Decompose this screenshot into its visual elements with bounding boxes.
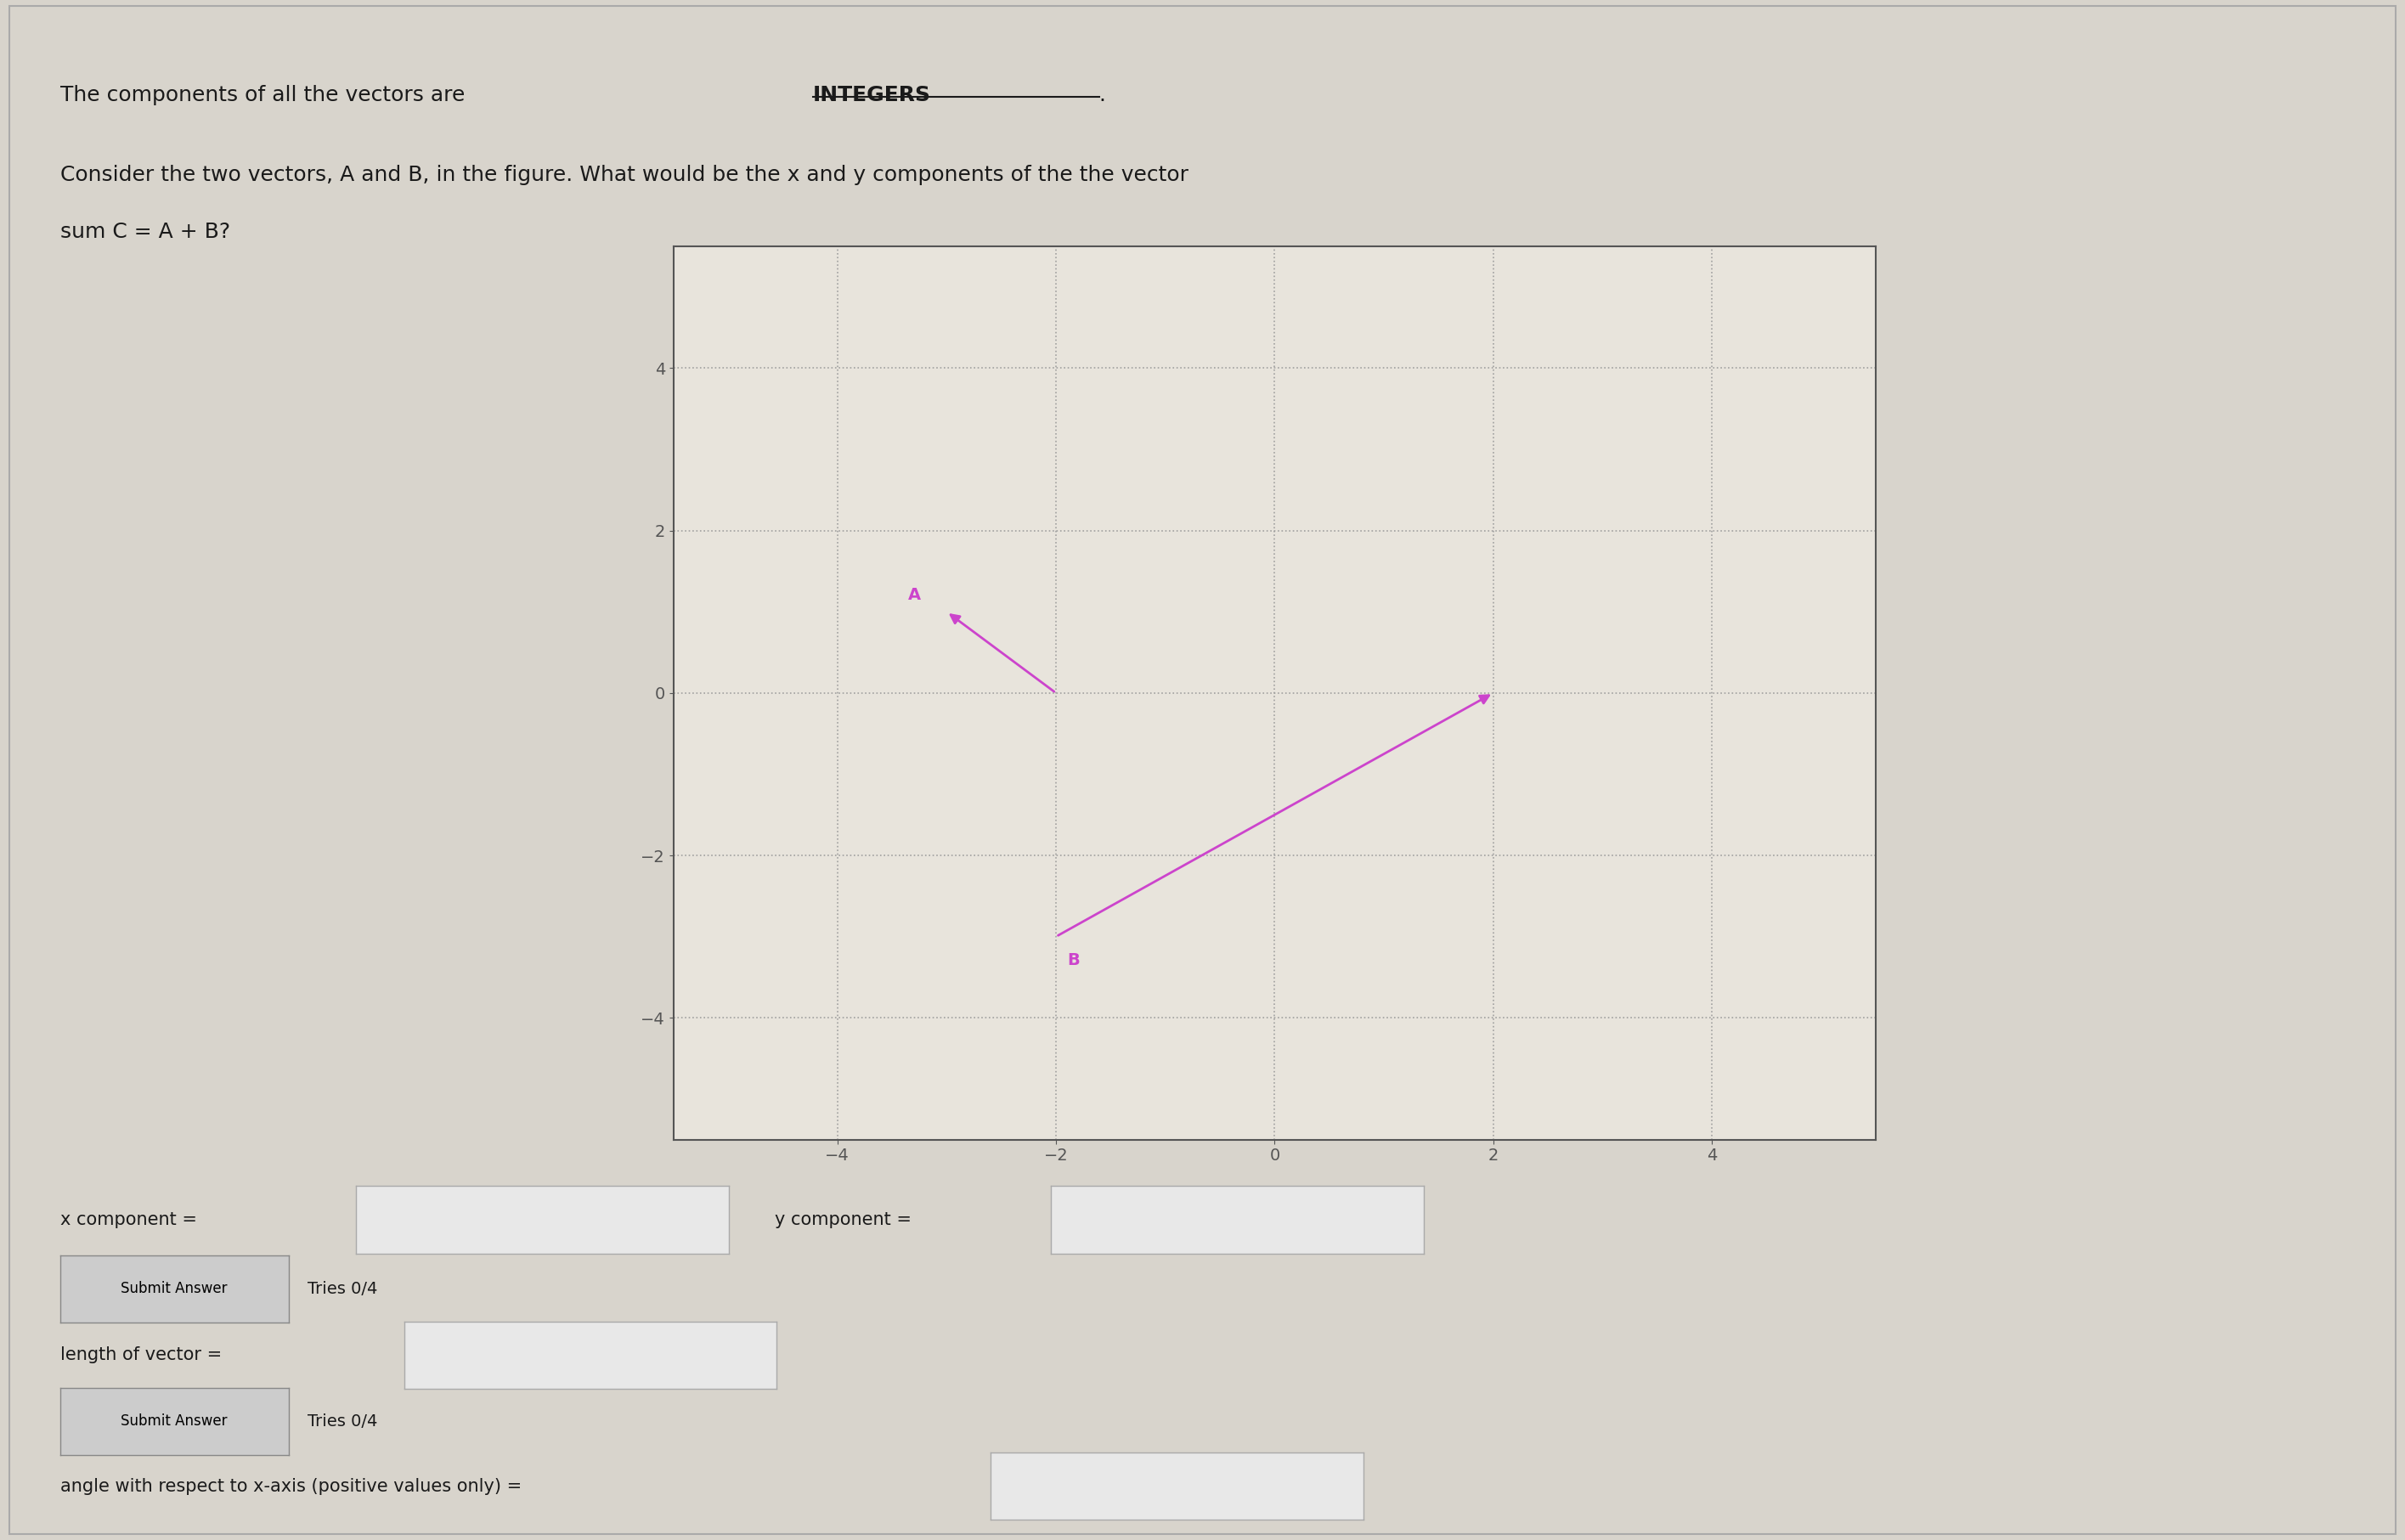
Text: Submit Answer: Submit Answer: [120, 1414, 228, 1429]
Text: .: .: [1099, 85, 1106, 105]
Text: x component =: x component =: [60, 1210, 197, 1229]
Text: y component =: y component =: [774, 1210, 911, 1229]
Text: INTEGERS: INTEGERS: [813, 85, 931, 105]
Text: Tries 0/4: Tries 0/4: [308, 1281, 378, 1297]
Text: A: A: [909, 587, 921, 604]
Text: B: B: [1068, 952, 1080, 969]
Text: Consider the two vectors, A and B, in the figure. What would be the x and y comp: Consider the two vectors, A and B, in th…: [60, 165, 1188, 185]
Text: angle with respect to x-axis (positive values only) =: angle with respect to x-axis (positive v…: [60, 1477, 522, 1495]
Text: The components of all the vectors are: The components of all the vectors are: [60, 85, 471, 105]
Text: Submit Answer: Submit Answer: [120, 1281, 228, 1297]
Text: sum C = A + B?: sum C = A + B?: [60, 222, 231, 242]
Text: length of vector =: length of vector =: [60, 1346, 221, 1364]
Text: Tries 0/4: Tries 0/4: [308, 1414, 378, 1429]
